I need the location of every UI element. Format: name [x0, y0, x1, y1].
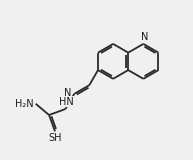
Text: N: N	[141, 32, 148, 42]
Text: N: N	[64, 88, 72, 98]
Text: HN: HN	[59, 97, 74, 107]
Text: SH: SH	[48, 133, 62, 143]
Text: H₂N: H₂N	[15, 99, 34, 109]
